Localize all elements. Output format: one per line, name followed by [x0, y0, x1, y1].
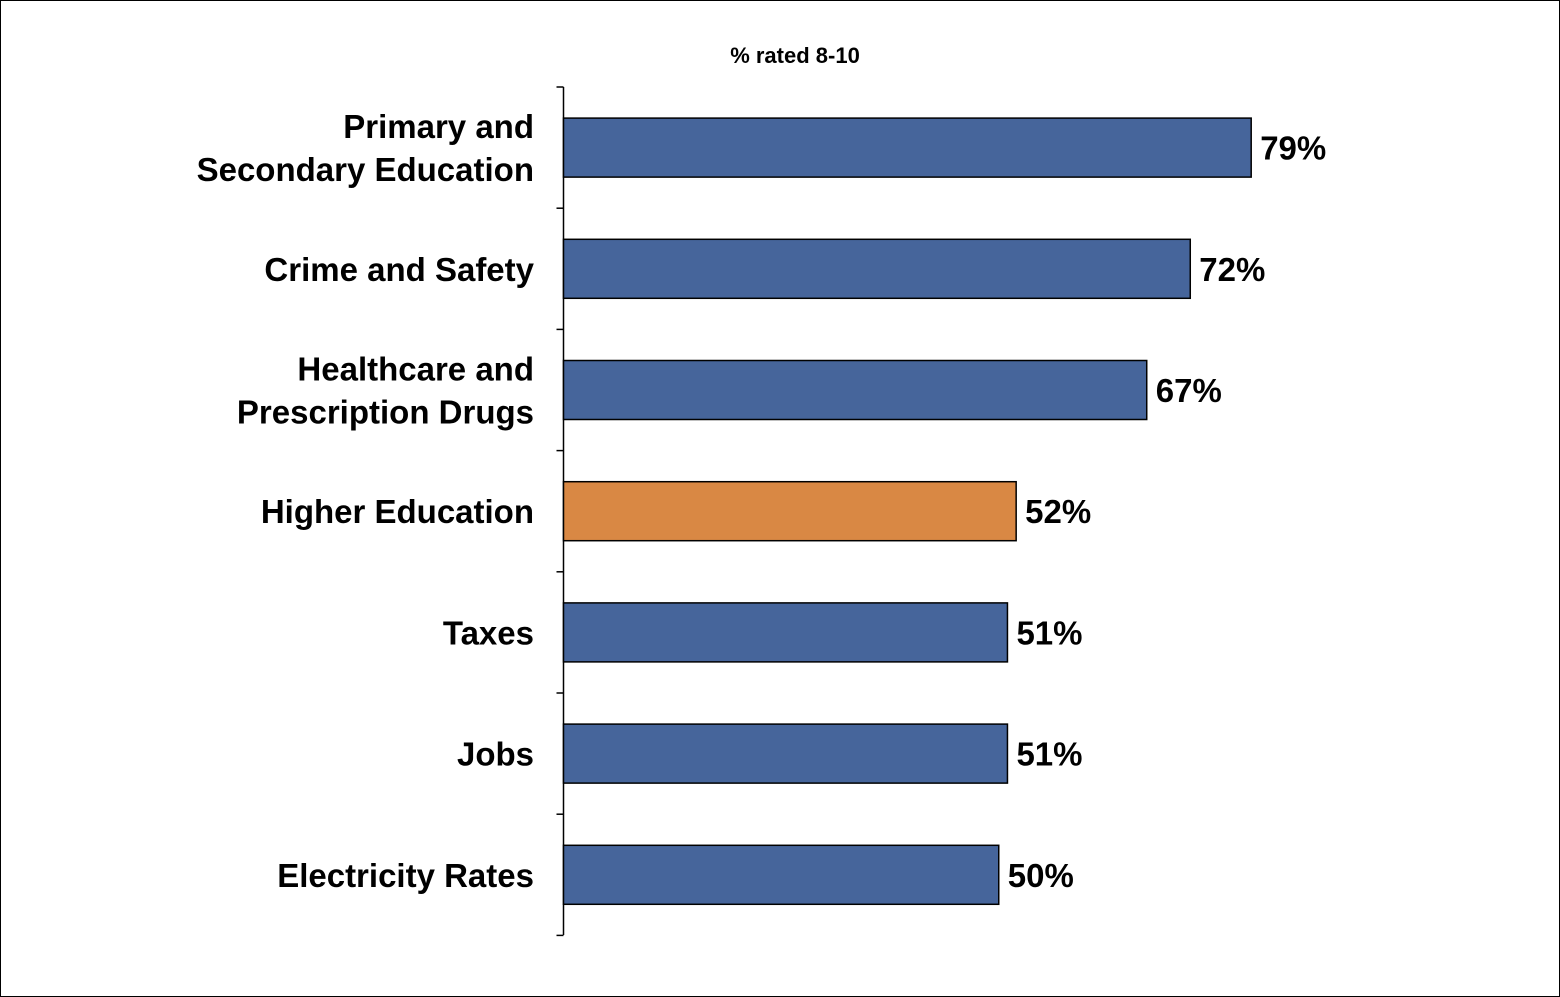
category-label: Healthcare and Prescription Drugs	[237, 351, 534, 431]
bar-6	[562, 844, 1000, 906]
value-labels: 79% 72% 67% 52% 51% 51% 50%	[1008, 130, 1327, 894]
value-label: 50%	[1008, 857, 1074, 894]
value-label: 79%	[1260, 130, 1326, 167]
bar-5	[562, 723, 1009, 784]
category-label: Higher Education	[261, 493, 534, 530]
category-label: Crime and Safety	[264, 251, 534, 288]
bar-3	[562, 480, 1017, 542]
category-label: Electricity Rates	[277, 857, 534, 894]
value-label: 67%	[1156, 372, 1222, 409]
bar-1	[562, 238, 1192, 300]
value-label: 51%	[1016, 614, 1082, 651]
category-labels: Primary and Secondary Education Crime and …	[197, 108, 535, 894]
category-label-line: Higher Education	[261, 493, 534, 530]
value-label: 72%	[1199, 251, 1265, 288]
category-label-line: Electricity Rates	[277, 857, 534, 894]
category-label-line: Crime and Safety	[264, 251, 534, 288]
bar-4	[562, 602, 1009, 663]
bars	[562, 117, 1252, 906]
category-label: Jobs	[457, 736, 534, 773]
category-label-line: Secondary Education	[197, 151, 534, 188]
bar-2	[562, 359, 1148, 421]
category-label-line: Taxes	[443, 614, 534, 651]
axis-ticks	[556, 86, 564, 937]
bar-0	[562, 117, 1252, 178]
category-label-line: Primary and	[343, 108, 534, 145]
category-label: Primary and Secondary Education	[197, 108, 534, 188]
value-label: 52%	[1025, 493, 1091, 530]
category-label-line: Jobs	[457, 736, 534, 773]
category-label-line: Prescription Drugs	[237, 394, 534, 431]
category-label-line: Healthcare and	[297, 351, 534, 388]
value-label: 51%	[1016, 736, 1082, 773]
chart-title: % rated 8-10	[730, 43, 860, 68]
category-label: Taxes	[443, 614, 534, 651]
